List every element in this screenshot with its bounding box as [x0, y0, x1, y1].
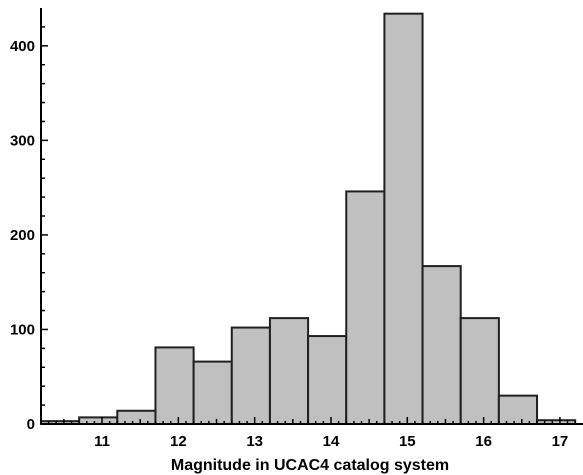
- histogram-bar: [230, 326, 271, 425]
- histogram-bar: [459, 317, 500, 426]
- x-tick-label: 11: [94, 433, 110, 450]
- x-tick-label: 17: [552, 433, 569, 450]
- x-tick-label: 12: [170, 433, 187, 450]
- histogram-bar: [192, 360, 233, 426]
- bars-group: [40, 12, 577, 426]
- histogram-bar: [307, 335, 348, 425]
- histogram-bar: [154, 346, 195, 425]
- histogram-bar: [116, 409, 157, 426]
- x-tick-label: 16: [475, 433, 492, 450]
- y-tick-label: 400: [10, 38, 35, 55]
- histogram-bar: [268, 317, 310, 426]
- y-tick-label: 300: [10, 132, 35, 149]
- histogram-bar: [345, 190, 386, 425]
- x-tick-label: 14: [323, 433, 340, 450]
- histogram-bar: [421, 265, 462, 426]
- y-tick-label: 0: [27, 416, 35, 433]
- x-axis-title: Magnitude in UCAC4 catalog system: [171, 457, 449, 474]
- x-ticks-group: 11 12 13 14 15 16 17: [40, 417, 576, 450]
- x-tick-label: 15: [399, 433, 416, 450]
- y-tick-label: 100: [10, 321, 35, 338]
- histogram-bar: [383, 12, 424, 425]
- x-tick-label: 13: [246, 433, 263, 450]
- histogram-bar: [497, 394, 539, 425]
- y-ticks-group: 0 100 200 300 400: [10, 26, 48, 433]
- y-tick-label: 200: [10, 227, 35, 244]
